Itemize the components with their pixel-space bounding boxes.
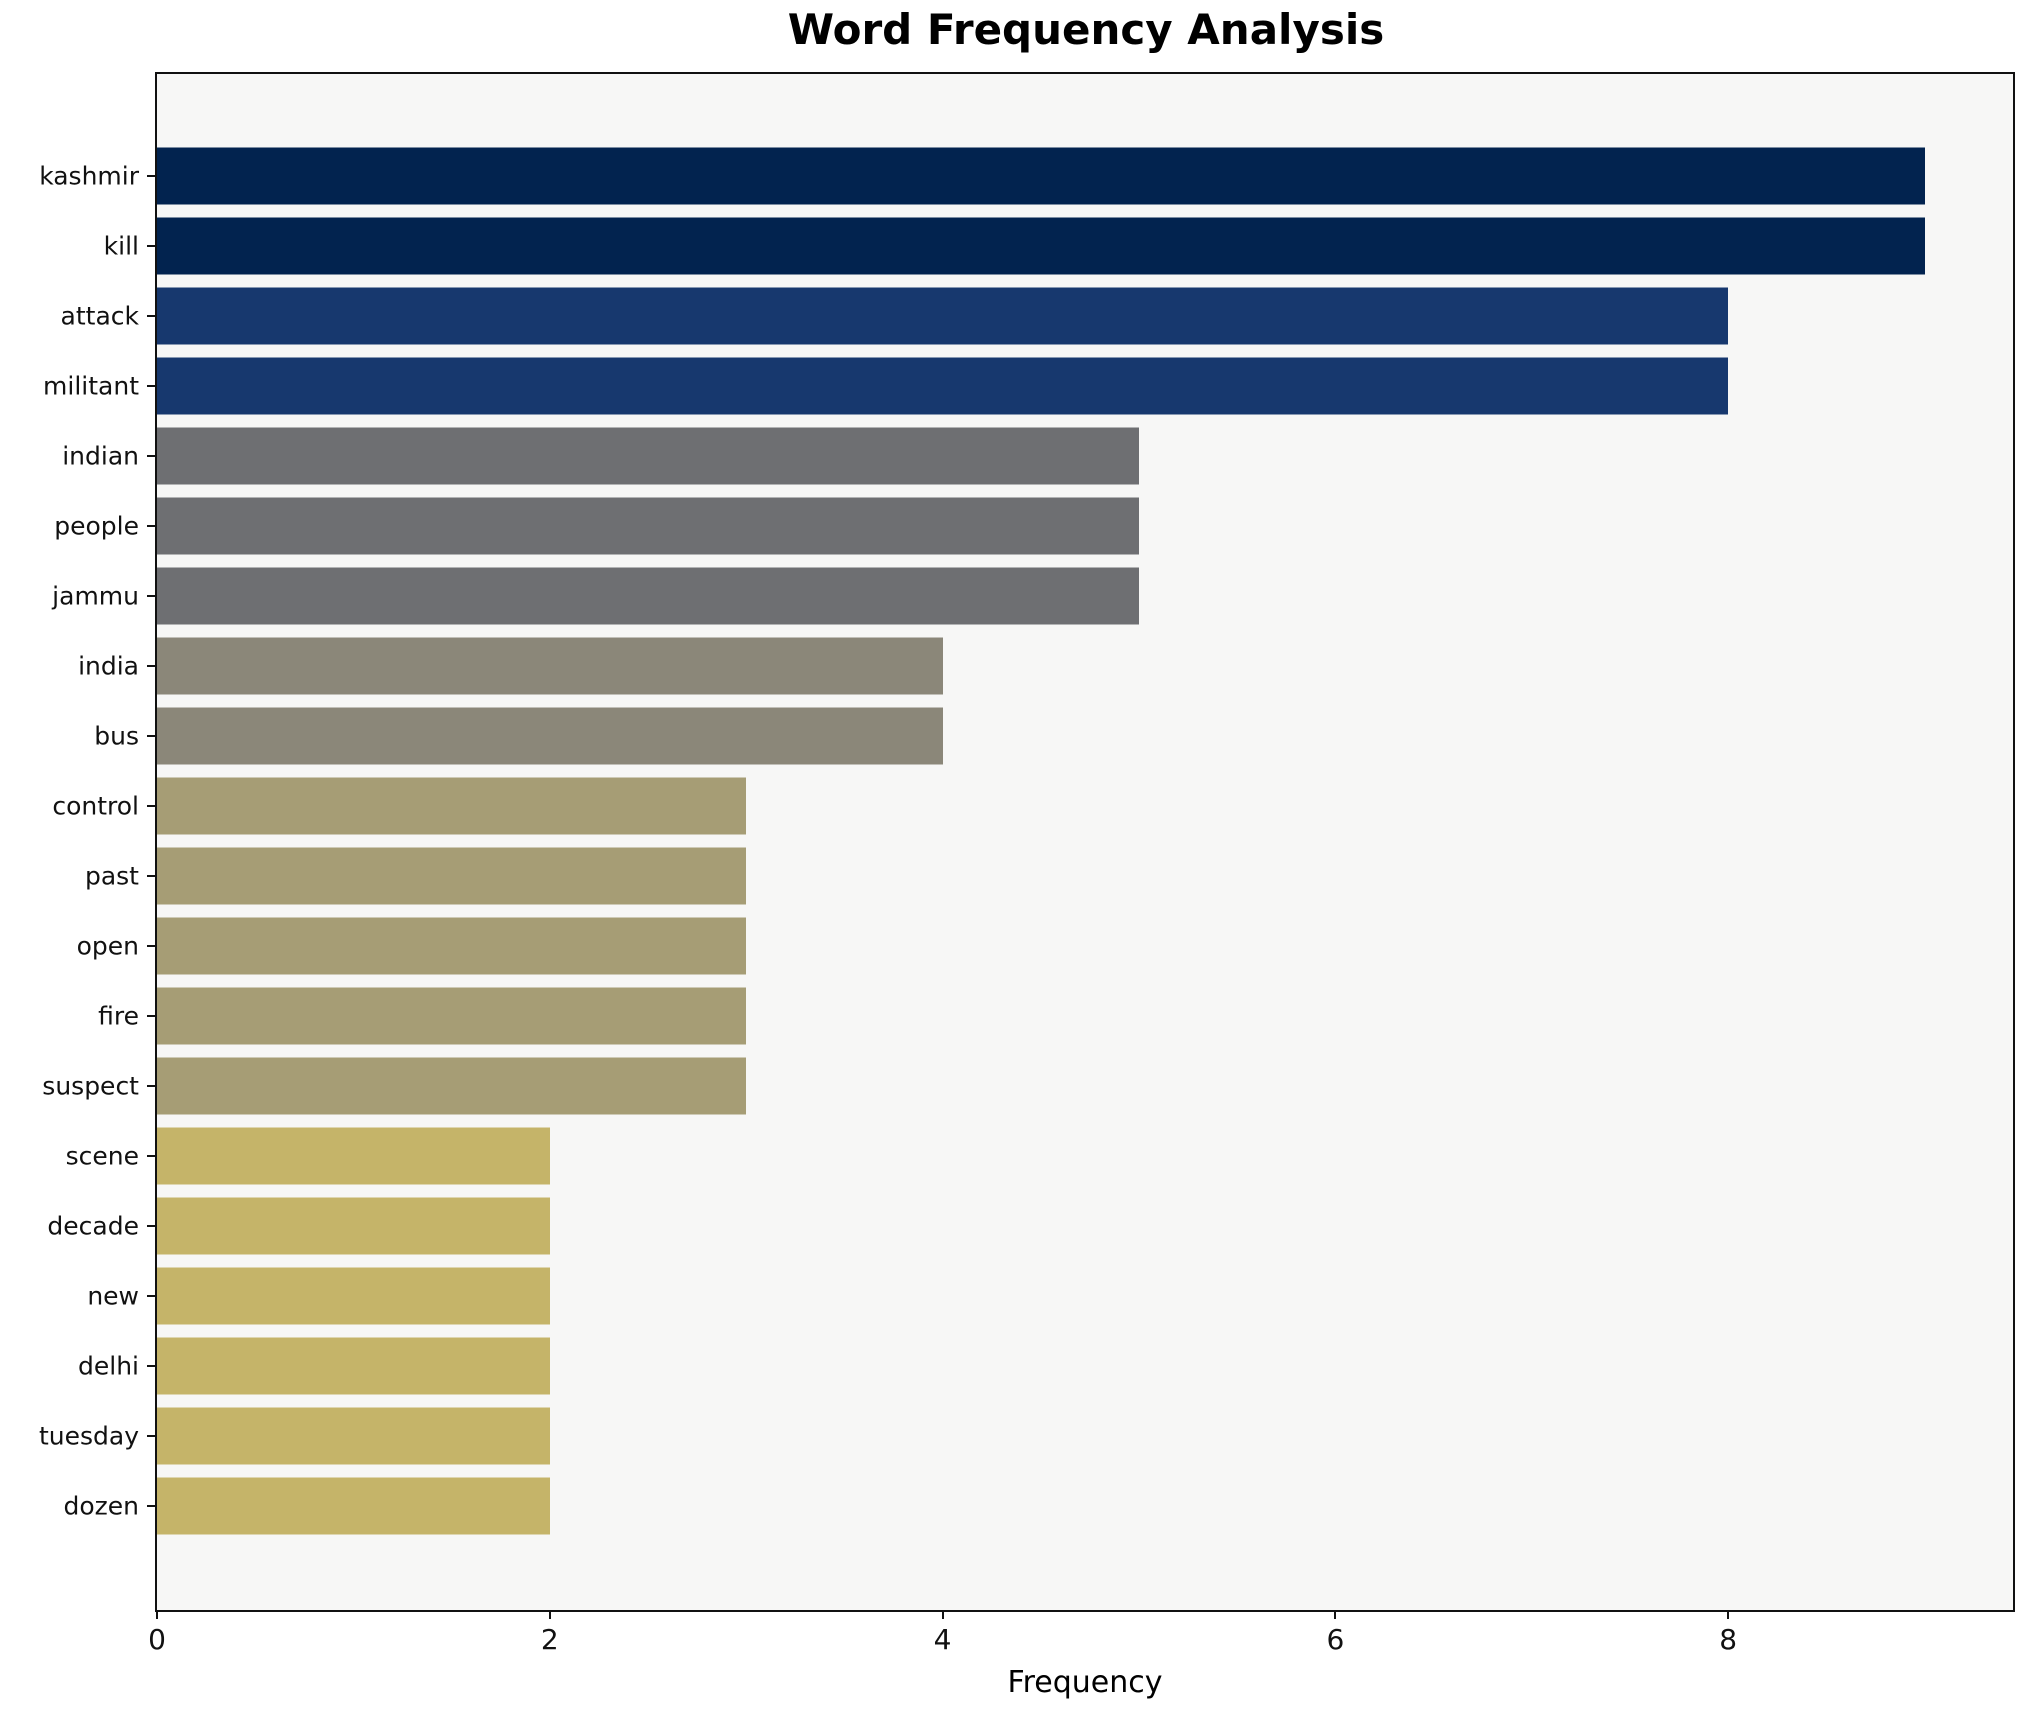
bar-row: bus xyxy=(94,701,2013,771)
y-tick-label: people xyxy=(54,511,139,541)
bar-row: india xyxy=(78,631,2013,701)
bar-row: attack xyxy=(61,281,2013,351)
x-axis-label: Frequency xyxy=(1007,1665,1163,1700)
y-tick-mark xyxy=(147,735,155,737)
y-tick-mark xyxy=(147,525,155,527)
bar-dozen xyxy=(157,1477,550,1535)
y-tick-mark xyxy=(147,665,155,667)
bar-open xyxy=(157,917,747,975)
y-tick-label: scene xyxy=(65,1141,139,1171)
y-tick-mark xyxy=(147,175,155,177)
x-tick-mark xyxy=(1727,1610,1730,1619)
y-tick-label: bus xyxy=(94,721,139,751)
x-tick-mark xyxy=(941,1610,944,1619)
bar-row: kashmir xyxy=(39,141,2013,211)
y-tick-label: attack xyxy=(60,301,139,331)
bar-row: decade xyxy=(47,1191,2013,1261)
x-tick-label: 8 xyxy=(1719,1623,1738,1656)
x-tick-label: 4 xyxy=(933,1623,952,1656)
plot-area: kashmir kill attack militant indian peop… xyxy=(39,72,2015,1698)
y-tick-label: suspect xyxy=(42,1071,139,1101)
y-tick-label: dozen xyxy=(63,1491,139,1521)
x-tick-label: 0 xyxy=(148,1623,166,1656)
bar-row: militant xyxy=(43,351,2013,421)
bar-row: people xyxy=(54,491,2013,561)
bar-scene xyxy=(157,1127,550,1185)
y-tick-mark xyxy=(147,1155,155,1157)
bar-row: indian xyxy=(62,421,2013,491)
x-tick-label: 6 xyxy=(1326,1623,1345,1656)
bar-militant xyxy=(157,357,1729,415)
bar-tuesday xyxy=(157,1407,550,1465)
y-tick-mark xyxy=(147,805,155,807)
bar-row: scene xyxy=(66,1121,2013,1191)
bar-kill xyxy=(157,217,1925,275)
y-tick-mark xyxy=(147,1295,155,1297)
y-tick-mark xyxy=(147,1365,155,1367)
x-tick-mark xyxy=(548,1610,551,1619)
y-tick-mark xyxy=(147,245,155,247)
bar-suspect xyxy=(157,1057,747,1115)
bar-indian xyxy=(157,427,1139,485)
y-tick-mark xyxy=(147,1015,155,1017)
bar-kashmir xyxy=(157,147,1925,205)
y-tick-label: india xyxy=(78,651,139,681)
y-tick-label: kill xyxy=(103,231,139,261)
bar-india xyxy=(157,637,943,695)
y-tick-label: open xyxy=(76,931,139,961)
y-tick-label: kashmir xyxy=(39,161,139,191)
y-tick-label: indian xyxy=(62,441,139,471)
bar-fire xyxy=(157,987,747,1045)
y-tick-mark xyxy=(147,315,155,317)
y-tick-mark xyxy=(147,1435,155,1437)
x-tick-label: 2 xyxy=(540,1623,559,1656)
bar-row: delhi xyxy=(78,1331,2013,1401)
bar-row: control xyxy=(52,771,2013,841)
y-tick-mark xyxy=(147,1505,155,1507)
y-tick-label: delhi xyxy=(78,1351,139,1381)
y-tick-mark xyxy=(147,385,155,387)
y-tick-mark xyxy=(147,945,155,947)
y-tick-mark xyxy=(147,455,155,457)
bar-row: suspect xyxy=(42,1051,2013,1121)
y-tick-label: control xyxy=(52,791,139,821)
y-tick-mark xyxy=(147,1085,155,1087)
bar-new xyxy=(157,1267,550,1325)
bar-decade xyxy=(157,1197,550,1255)
bar-row: new xyxy=(87,1261,2013,1331)
bar-row: open xyxy=(77,911,2013,981)
y-tick-label: militant xyxy=(43,371,139,401)
bar-jammu xyxy=(157,567,1139,625)
y-tick-label: new xyxy=(87,1281,139,1311)
x-tick-mark xyxy=(1334,1610,1337,1619)
y-tick-label: tuesday xyxy=(38,1421,139,1451)
bar-attack xyxy=(157,287,1729,345)
y-tick-mark xyxy=(147,1225,155,1227)
bar-past xyxy=(157,847,747,905)
bar-bus xyxy=(157,707,943,765)
bar-row: tuesday xyxy=(39,1401,2013,1471)
bar-row: dozen xyxy=(63,1471,2013,1541)
bar-row: kill xyxy=(104,211,2013,281)
bar-people xyxy=(157,497,1139,555)
y-tick-mark xyxy=(147,595,155,597)
y-tick-label: past xyxy=(84,861,139,891)
x-tick-mark xyxy=(156,1610,158,1619)
chart-title: Word Frequency Analysis xyxy=(787,5,1385,54)
y-tick-mark xyxy=(147,875,155,877)
bar-row: jammu xyxy=(52,561,2013,631)
y-tick-label: jammu xyxy=(52,581,139,611)
y-tick-label: decade xyxy=(47,1211,139,1241)
y-tick-label: fire xyxy=(98,1001,139,1031)
bar-delhi xyxy=(157,1337,550,1395)
bars-area: kashmir kill attack militant indian peop… xyxy=(39,74,2013,1610)
bar-row: fire xyxy=(98,981,2013,1051)
bar-control xyxy=(157,777,747,835)
bar-row: past xyxy=(85,841,2013,911)
